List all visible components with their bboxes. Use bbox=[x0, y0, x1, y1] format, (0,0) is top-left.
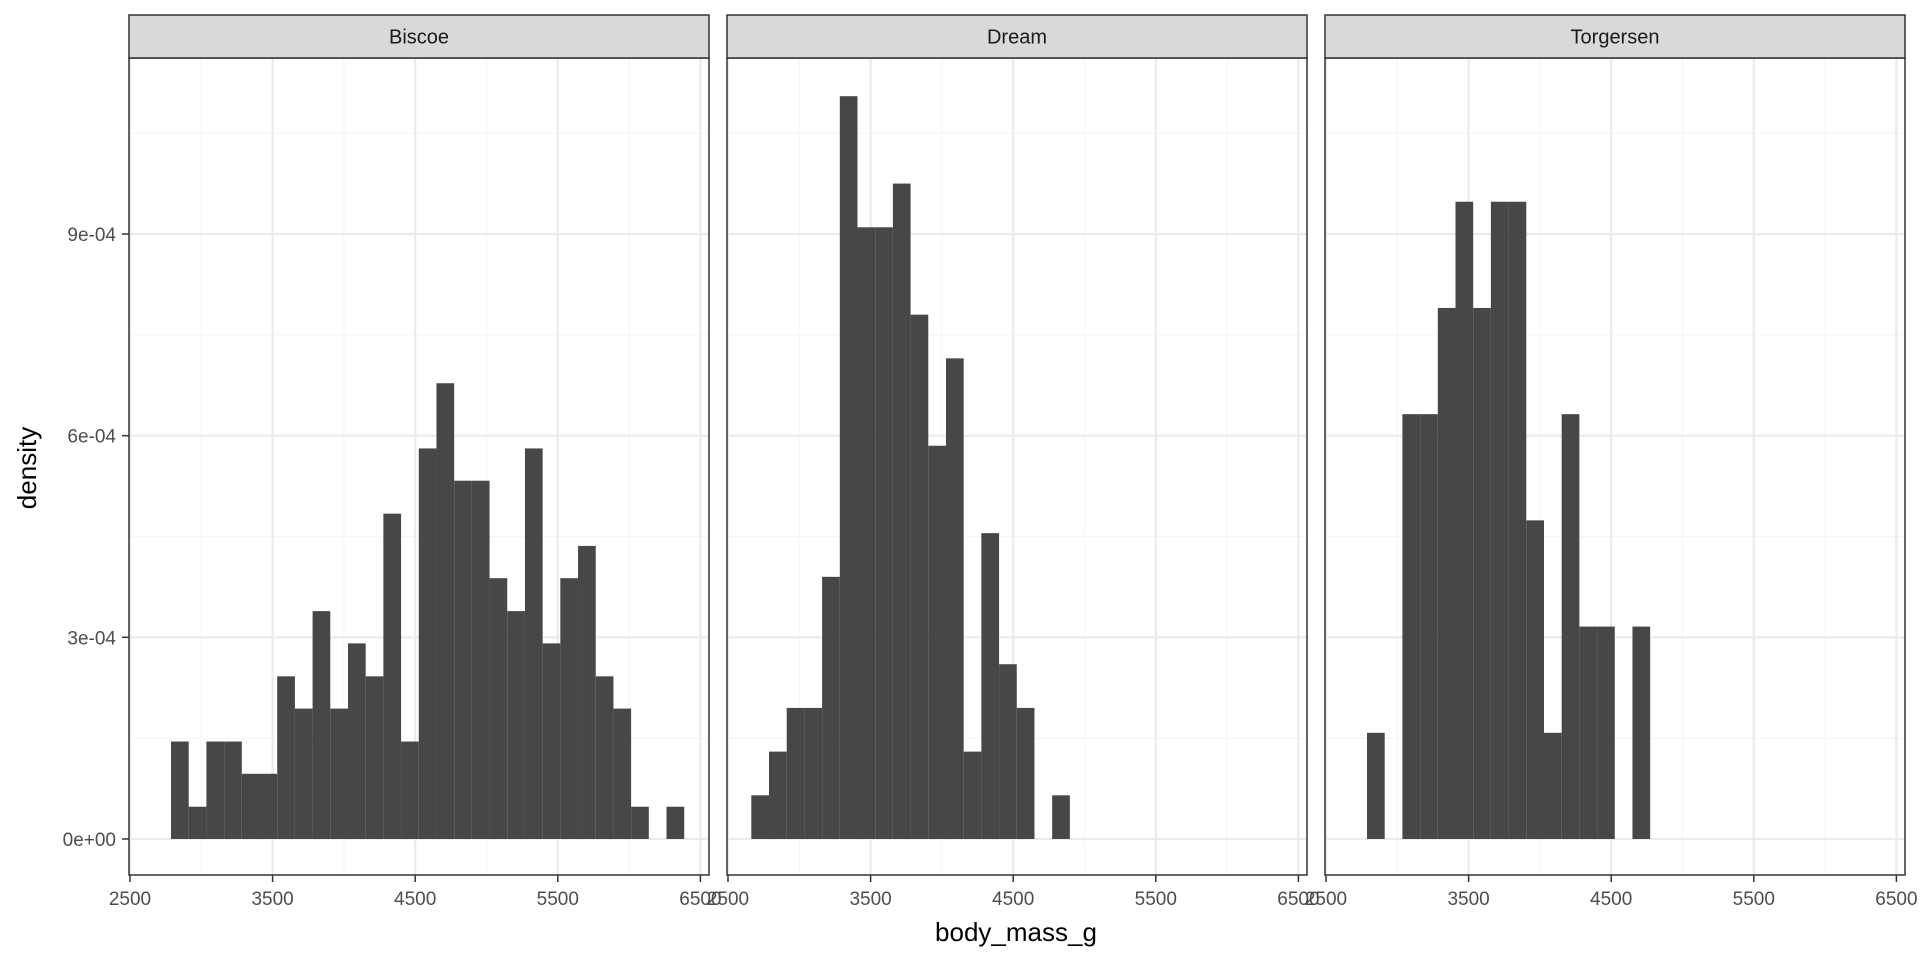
x-tick-label: 3500 bbox=[849, 889, 891, 910]
histogram-bar bbox=[631, 806, 649, 839]
x-tick-label: 6500 bbox=[679, 889, 721, 910]
histogram-bar bbox=[1420, 414, 1438, 839]
histogram-bar bbox=[560, 578, 579, 839]
facet-strip-label: Dream bbox=[987, 27, 1047, 49]
histogram-bar bbox=[999, 664, 1017, 839]
x-tick-label: 4500 bbox=[992, 889, 1034, 910]
histogram-bar bbox=[1437, 307, 1456, 839]
histogram-bar bbox=[436, 383, 455, 839]
x-tick-label: 5500 bbox=[1135, 889, 1177, 910]
histogram-bar bbox=[330, 708, 348, 839]
histogram-bar bbox=[188, 806, 207, 839]
histogram-bar bbox=[751, 795, 770, 839]
histogram-bar bbox=[206, 741, 225, 839]
x-tick-label: 2500 bbox=[707, 889, 749, 910]
histogram-bar bbox=[857, 227, 876, 839]
histogram-bar bbox=[892, 183, 911, 840]
histogram-bar bbox=[312, 611, 331, 839]
x-tick-label: 3500 bbox=[251, 889, 293, 910]
histogram-bar bbox=[578, 545, 596, 839]
histogram-bar bbox=[241, 773, 260, 839]
histogram-bar bbox=[347, 643, 366, 839]
histogram-bar bbox=[769, 751, 787, 839]
histogram-bar bbox=[259, 773, 278, 839]
histogram-bar bbox=[524, 448, 543, 839]
y-tick-label: 6e-04 bbox=[67, 427, 116, 448]
facet-panel-torgersen: Torgersen 2500 3500 4500 5500 6500 bbox=[1305, 14, 1918, 910]
facet-strip bbox=[128, 14, 710, 59]
facet-strip bbox=[1324, 14, 1906, 59]
histogram-bar bbox=[804, 707, 823, 839]
facet-panel-dream: Dream 2500 3500 4500 5500 6500 bbox=[707, 14, 1320, 910]
x-tick-label: 3500 bbox=[1447, 889, 1489, 910]
histogram-bar bbox=[1543, 732, 1562, 839]
x-tick-label: 4500 bbox=[1590, 889, 1632, 910]
histogram-bar bbox=[875, 227, 893, 839]
y-tick-label: 9e-04 bbox=[67, 225, 116, 246]
histogram-bar bbox=[454, 480, 472, 839]
histogram-bar bbox=[1632, 626, 1651, 839]
histogram-bar bbox=[1016, 707, 1035, 839]
histogram-bar bbox=[1367, 732, 1385, 839]
histogram-bar bbox=[822, 576, 840, 839]
histogram-bar bbox=[294, 708, 313, 839]
facet-strip-label: Biscoe bbox=[389, 27, 449, 49]
facet-panels: Biscoe 2500 3500 4500 5500 6500 Dream 2500 3500 4… bbox=[109, 14, 1918, 910]
histogram-bar bbox=[277, 676, 295, 839]
x-tick-label: 2500 bbox=[1305, 889, 1347, 910]
histogram-bar bbox=[666, 806, 685, 839]
histogram-bar bbox=[1490, 201, 1509, 839]
x-tick-label: 6500 bbox=[1875, 889, 1917, 910]
histogram-bar bbox=[1402, 414, 1421, 839]
y-axis-title: density bbox=[12, 427, 42, 509]
histogram-bar bbox=[1052, 795, 1070, 839]
facet-panel-biscoe: Biscoe 2500 3500 4500 5500 6500 bbox=[109, 14, 722, 910]
histogram-bar bbox=[963, 751, 982, 839]
histogram-bar bbox=[401, 741, 419, 839]
histogram-bar bbox=[1579, 626, 1598, 839]
histogram-bar bbox=[471, 480, 490, 839]
x-tick-label: 6500 bbox=[1277, 889, 1319, 910]
x-axis-title: body_mass_g bbox=[935, 917, 1097, 947]
histogram-bar bbox=[1561, 414, 1580, 839]
histogram-bar bbox=[910, 314, 929, 840]
histogram-bar bbox=[224, 741, 242, 839]
x-tick-label: 5500 bbox=[537, 889, 579, 910]
histogram-bar bbox=[418, 448, 437, 839]
histogram-bar bbox=[489, 578, 508, 839]
histogram-bar bbox=[839, 96, 858, 839]
histogram-bar bbox=[1526, 520, 1544, 839]
histogram-bar bbox=[383, 513, 402, 839]
histogram-bar bbox=[981, 533, 1000, 839]
y-tick-label: 0e+00 bbox=[63, 830, 116, 851]
y-axis: 0e+00 3e-04 6e-04 9e-04 bbox=[63, 225, 129, 851]
x-tick-label: 4500 bbox=[394, 889, 436, 910]
histogram-bar bbox=[365, 676, 384, 839]
facet-strip bbox=[726, 14, 1308, 59]
histogram-bar bbox=[1597, 626, 1615, 839]
histogram-bar bbox=[1508, 201, 1527, 839]
histogram-bar bbox=[928, 445, 946, 839]
x-tick-label: 2500 bbox=[109, 889, 151, 910]
facet-strip-label: Torgersen bbox=[1571, 27, 1660, 49]
histogram-bar bbox=[1455, 201, 1474, 839]
histogram-bar bbox=[542, 643, 561, 839]
histogram-bar bbox=[613, 708, 632, 839]
y-tick-label: 3e-04 bbox=[67, 628, 116, 649]
x-tick-label: 5500 bbox=[1733, 889, 1775, 910]
histogram-bar bbox=[507, 611, 525, 839]
histogram-bar bbox=[1473, 307, 1491, 839]
histogram-bar bbox=[945, 358, 964, 839]
histogram-bar bbox=[171, 741, 189, 839]
histogram-bar bbox=[786, 707, 805, 839]
histogram-bar bbox=[595, 676, 614, 839]
